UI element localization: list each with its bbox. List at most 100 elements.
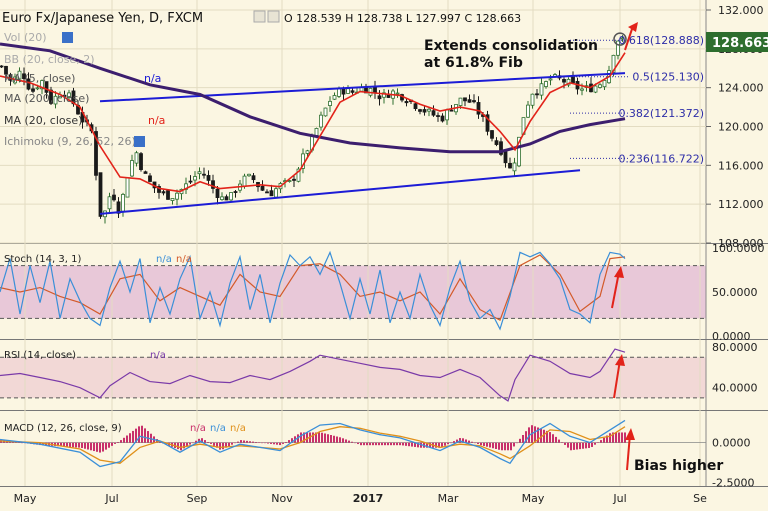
ichimoku-label: Ichimoku (9, 26, 52, 26) <box>4 135 136 148</box>
candle-body <box>548 78 553 81</box>
macd-hist-bar <box>138 426 140 443</box>
candle-body <box>418 109 422 112</box>
macd-hist-bar <box>87 442 89 450</box>
macd-hist-bar <box>543 429 545 443</box>
macd-hist-bar <box>339 437 341 443</box>
macd-hist-bar <box>507 442 509 451</box>
ma20-value: n/a <box>148 114 165 127</box>
fib-label: 0.5(125.130) <box>632 71 704 84</box>
macd-hist-bar <box>237 441 239 443</box>
macd-hist-bar <box>369 442 371 446</box>
candle-body <box>413 103 418 110</box>
rsi-line <box>0 348 626 402</box>
candle-body <box>197 171 202 175</box>
macd-hist-bar <box>144 428 146 443</box>
settings-icon[interactable] <box>267 10 280 23</box>
candle-body <box>328 100 332 107</box>
candle-body <box>517 136 521 167</box>
ma20-label: MA (20, close) <box>4 114 82 127</box>
candle-body <box>148 175 152 182</box>
candle-body <box>53 95 58 105</box>
candle-body <box>170 198 175 201</box>
candle-body <box>175 192 179 200</box>
rsi-band <box>0 357 706 398</box>
candle-body <box>229 192 233 201</box>
macd-hist-bar <box>366 442 368 446</box>
candle-body <box>476 102 481 115</box>
arrow-stoch <box>611 266 624 309</box>
macd-hist-bar <box>135 428 137 443</box>
channel-upper-line <box>99 72 626 103</box>
macd-hist-bar <box>540 428 542 443</box>
macd-hist-bar <box>351 441 353 443</box>
candle-body <box>508 162 512 169</box>
macd-hist-bar <box>567 442 569 448</box>
candle-body <box>377 95 382 100</box>
arrow-rsi <box>613 354 625 399</box>
macd-hist-bar <box>603 437 605 443</box>
macd-hist-bar <box>210 442 212 444</box>
candle-body <box>373 86 377 94</box>
macd-hist-bar <box>66 442 68 447</box>
macd-hist-bar <box>564 442 566 445</box>
macd-hist-bar <box>504 442 506 451</box>
macd-hist-bar <box>348 440 350 443</box>
macd-hist-bar <box>213 442 215 446</box>
candle-body <box>188 180 193 183</box>
macd-hist-bar <box>573 442 575 450</box>
macd-hist-bar <box>261 442 263 444</box>
candle-body <box>107 196 112 210</box>
macd-hist-bar <box>315 432 317 443</box>
ma200-label: MA (200, close) <box>4 92 89 105</box>
macd-hist-bar <box>537 427 539 443</box>
candle-body <box>215 188 220 198</box>
candle-body <box>440 115 445 122</box>
candle-body <box>305 150 310 154</box>
macd-hist-bar <box>402 442 404 446</box>
settings-icon[interactable] <box>253 10 266 23</box>
stoch-label: Stoch (14, 3, 1) <box>4 254 81 265</box>
macd-hist-bar <box>474 442 476 444</box>
macd-hist-bar <box>552 434 554 443</box>
macd-hist-bar <box>84 442 86 449</box>
macd-series <box>0 419 706 468</box>
macd-hist-bar <box>108 442 110 448</box>
candle-body <box>22 73 26 80</box>
macd-hist-bar <box>285 442 287 443</box>
candle-body <box>458 97 463 106</box>
macd-hist-bar <box>18 442 20 443</box>
macd-hist-bar <box>150 433 152 443</box>
macd-hist-bar <box>405 442 407 446</box>
candle-body <box>17 70 22 80</box>
y-axis-area <box>706 0 768 511</box>
macd-hist-bar <box>384 442 386 446</box>
macd-hist-bar <box>363 442 365 446</box>
candle-body <box>269 190 274 197</box>
candle-body <box>94 131 98 176</box>
macd-hist-bar <box>594 442 596 445</box>
macd-hist-bar <box>612 432 614 443</box>
macd-hist-bar <box>429 442 431 448</box>
macd-hist-bar <box>123 437 125 443</box>
macd-hist-bar <box>408 442 410 447</box>
macd-hist-bar <box>219 442 221 450</box>
candle-body <box>427 108 431 112</box>
toggle-icon[interactable] <box>134 136 145 147</box>
toggle-icon[interactable] <box>62 32 73 43</box>
macd-hist-bar <box>546 430 548 443</box>
macd-hist-bar <box>288 440 290 443</box>
macd-hist-bar <box>186 442 188 447</box>
macd-hist-bar <box>111 442 113 446</box>
rsi-label: RSI (14, close) <box>4 350 76 361</box>
macd-hist-bar <box>63 442 65 447</box>
last-price-value: 128.663 <box>712 36 768 51</box>
macd-hist-bar <box>585 442 587 449</box>
stoch-y-tick: 0.0000 <box>712 330 751 343</box>
macd-hist-bar <box>624 432 626 443</box>
macd-hist-bar <box>555 436 557 443</box>
macd-hist-bar <box>447 442 449 445</box>
macd-hist-bar <box>324 433 326 443</box>
stoch-y-tick: 50.0000 <box>712 286 758 299</box>
candle-body <box>233 191 238 193</box>
candle-body <box>49 89 53 104</box>
